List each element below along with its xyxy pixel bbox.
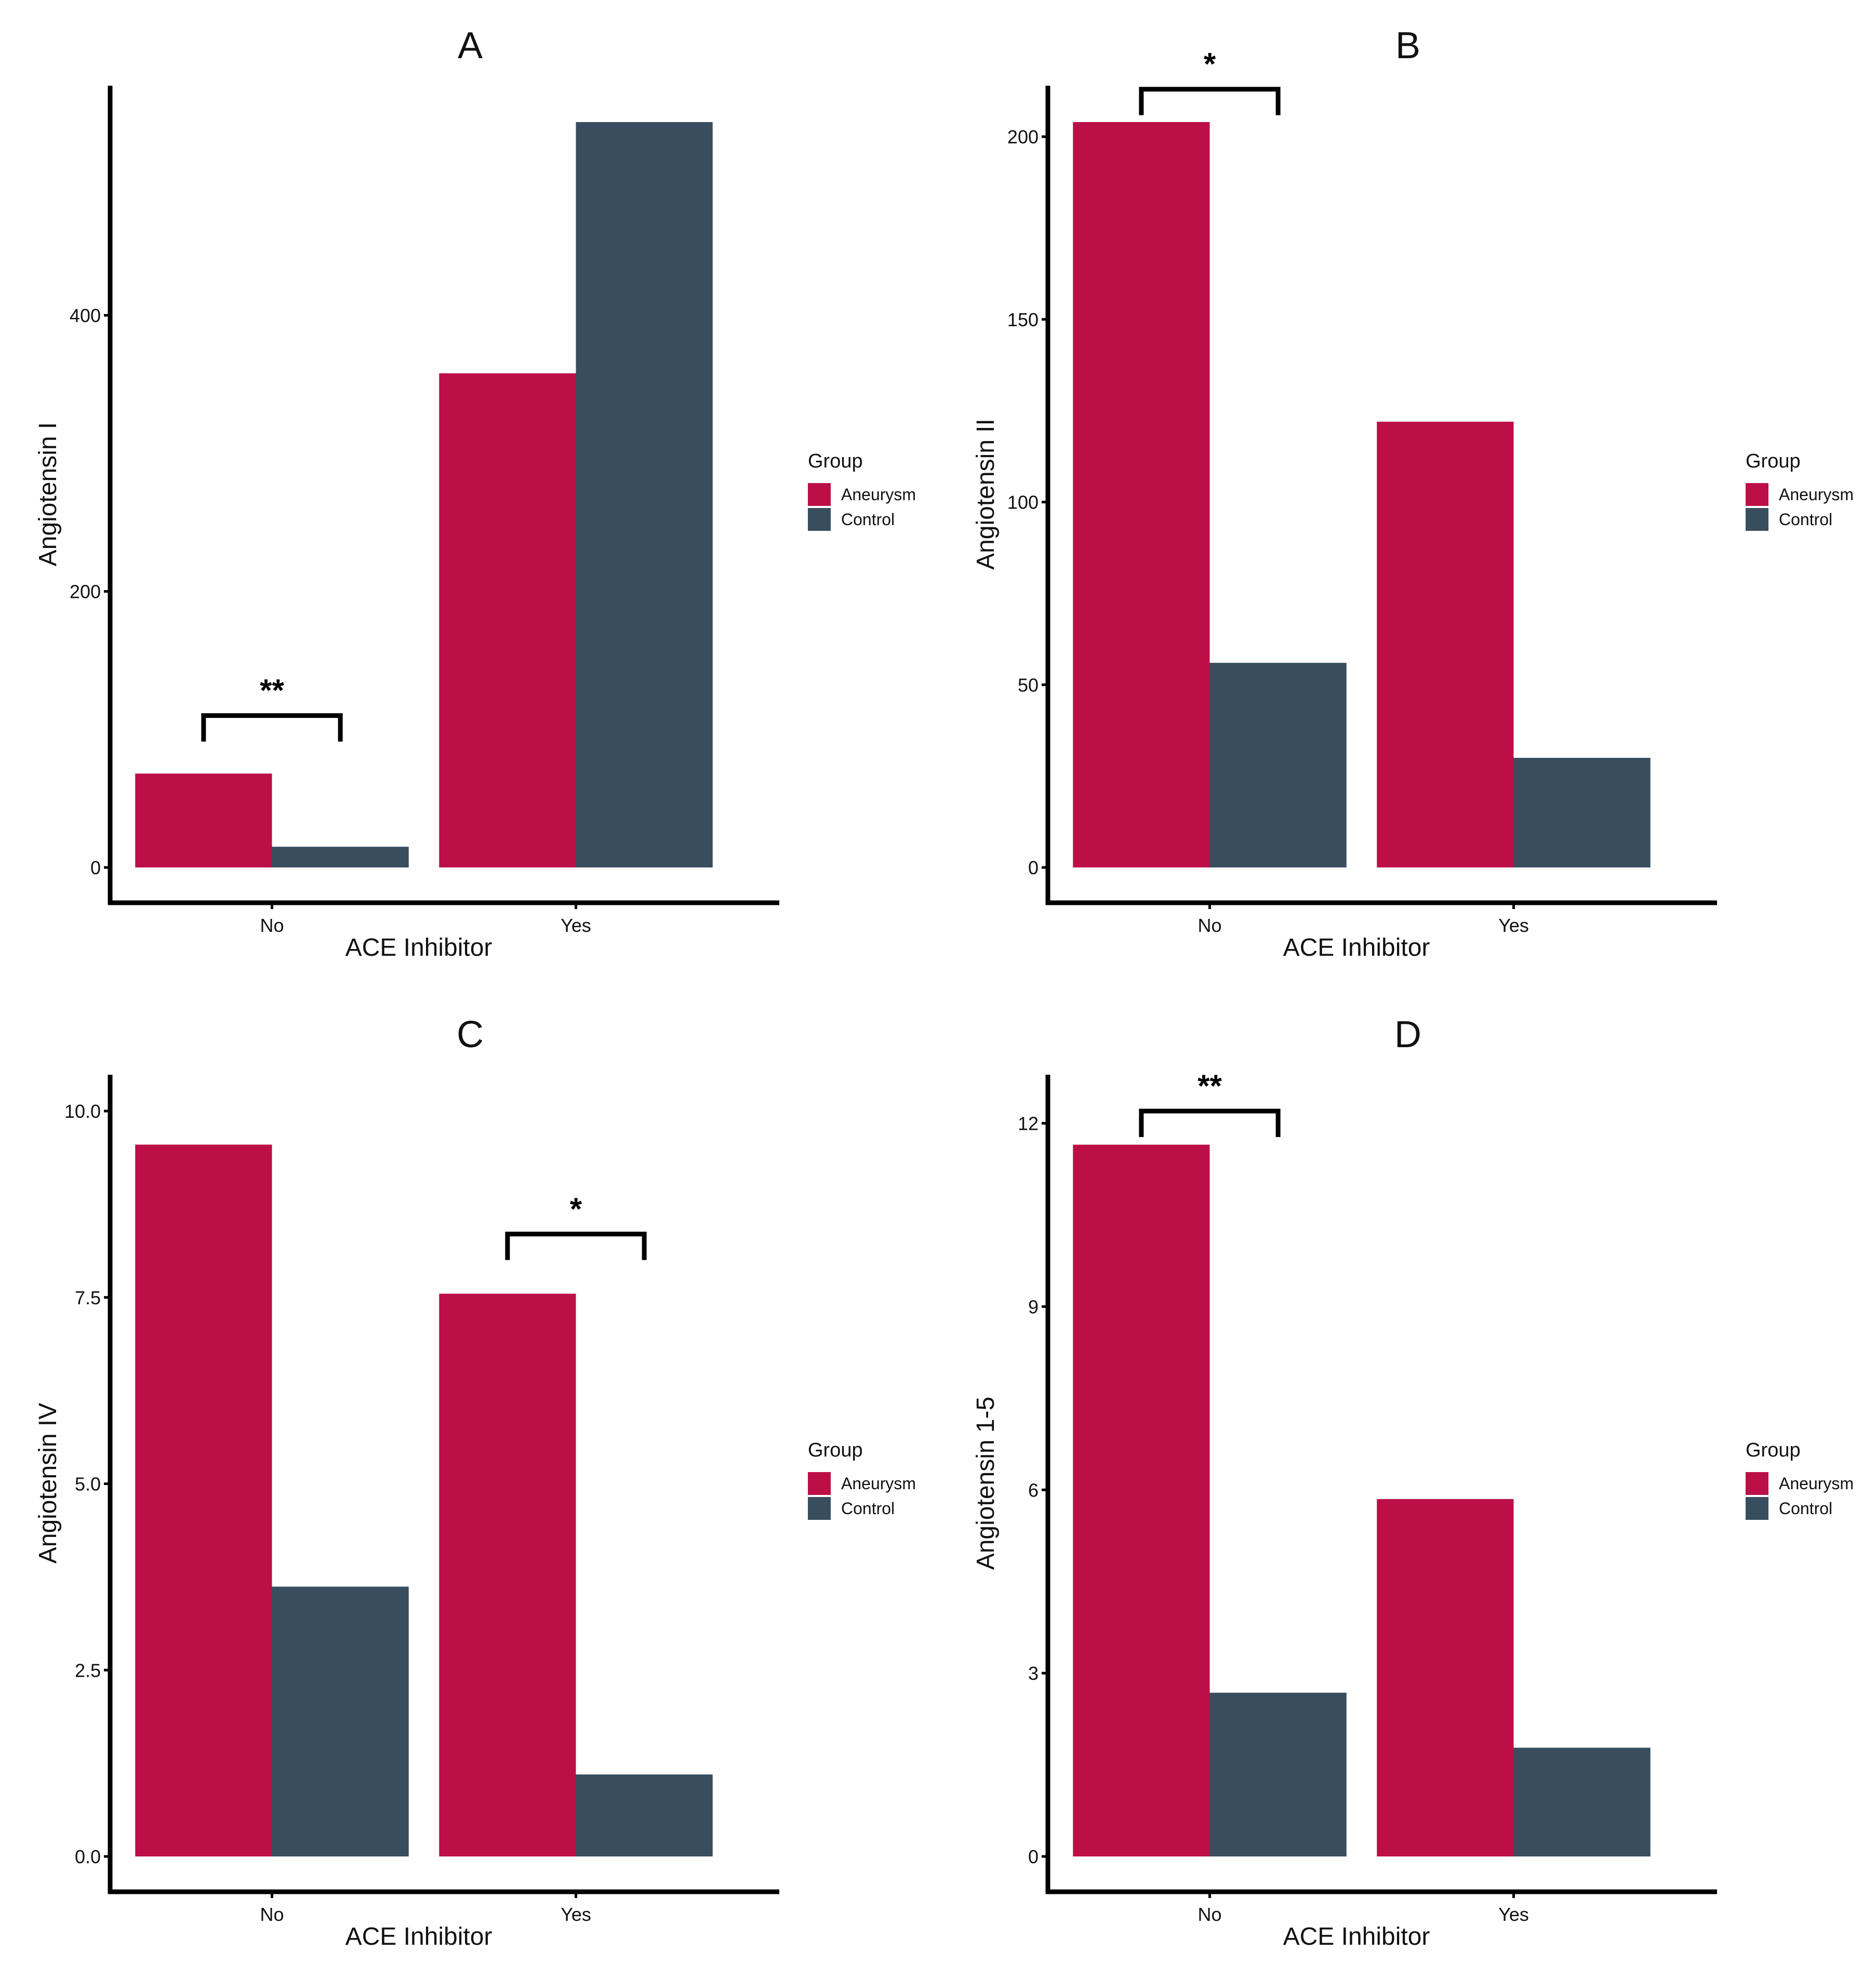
significance-label: *: [1204, 47, 1216, 82]
x-tick-label: Yes: [561, 1904, 591, 1925]
panel-letter: C: [457, 1014, 484, 1055]
y-tick-label: 150: [1007, 309, 1039, 330]
legend-swatch-aneurysm: [808, 483, 831, 506]
legend-swatch-aneurysm: [808, 1472, 831, 1495]
y-tick-label: 9: [1028, 1296, 1039, 1317]
y-tick-label: 0.0: [75, 1846, 101, 1867]
panel-d: D 0 3 6 9 12 No Yes ACE Inhibitor Angiotensin 1-5…: [938, 989, 1875, 1978]
legend-title: Group: [1746, 450, 1801, 472]
bar-aneurysm-no: [135, 773, 272, 867]
bar-control-no: [1209, 1692, 1347, 1856]
y-tick-label: 400: [70, 305, 101, 326]
bar-aneurysm-yes: [439, 373, 576, 867]
bar-control-no: [272, 847, 409, 867]
x-tick-label: No: [260, 915, 284, 936]
x-tick-label: No: [260, 1904, 284, 1925]
panel-a: A 0 200 400 No Yes ACE Inhibitor Angiotensin I *…: [0, 0, 938, 989]
panel-c: C 0.0 2.5 5.0 7.5 10.0 No Yes ACE Inhibitor Angio…: [0, 989, 938, 1978]
bar-control-yes: [576, 1774, 713, 1856]
legend-title: Group: [1746, 1439, 1801, 1461]
y-tick-label: 2.5: [75, 1660, 101, 1681]
x-tick-label: Yes: [1498, 1904, 1529, 1925]
bar-control-no: [272, 1586, 409, 1856]
panel-b: B 0 50 100 150 200 No Yes ACE Inhibitor Angiotens…: [938, 0, 1875, 989]
legend-label-control: Control: [1779, 1499, 1832, 1518]
bar-aneurysm-no: [1073, 122, 1210, 867]
y-tick-label: 200: [1007, 126, 1039, 148]
bar-control-no: [1209, 663, 1347, 867]
x-tick-label: Yes: [1498, 915, 1529, 936]
legend-label-control: Control: [841, 1499, 895, 1518]
bar-aneurysm-yes: [439, 1293, 576, 1856]
panel-letter: B: [1395, 25, 1420, 66]
significance-label: *: [570, 1192, 582, 1226]
legend-swatch-control: [808, 508, 831, 531]
bar-control-yes: [576, 122, 713, 867]
x-tick-label: Yes: [561, 915, 591, 936]
significance-label: **: [260, 673, 284, 708]
y-axis-title: Angiotensin I: [34, 422, 62, 567]
bar-control-yes: [1513, 757, 1651, 867]
y-tick-label: 0: [1028, 1846, 1039, 1867]
legend-swatch-control: [1746, 1497, 1768, 1520]
y-tick-label: 200: [70, 581, 101, 603]
significance-label: **: [1198, 1068, 1222, 1103]
y-tick-label: 5.0: [75, 1474, 101, 1495]
significance-bracket: [1139, 1108, 1281, 1137]
legend-swatch-control: [1746, 508, 1768, 531]
x-axis-title: ACE Inhibitor: [345, 934, 493, 961]
legend-label-aneurysm: Aneurysm: [1779, 485, 1854, 504]
legend-title: Group: [808, 450, 863, 472]
legend-label-control: Control: [1779, 510, 1832, 529]
significance-bracket: [505, 1232, 647, 1260]
y-tick-label: 12: [1018, 1113, 1039, 1134]
x-axis-title: ACE Inhibitor: [1283, 1923, 1430, 1950]
y-tick-label: 10.0: [64, 1101, 101, 1122]
y-axis-title: Angiotensin II: [972, 419, 1000, 570]
x-tick-label: No: [1198, 915, 1221, 936]
legend-swatch-aneurysm: [1746, 483, 1768, 506]
y-tick-label: 6: [1028, 1479, 1039, 1501]
x-axis-title: ACE Inhibitor: [1283, 934, 1430, 961]
bar-aneurysm-no: [135, 1144, 272, 1856]
bar-aneurysm-yes: [1377, 1499, 1514, 1856]
y-tick-label: 0: [1028, 857, 1039, 878]
panel-letter: D: [1394, 1014, 1421, 1055]
y-axis-title: Angiotensin 1-5: [972, 1397, 1000, 1570]
legend-swatch-aneurysm: [1746, 1472, 1768, 1495]
legend-swatch-control: [808, 1497, 831, 1520]
x-axis-title: ACE Inhibitor: [345, 1923, 493, 1950]
y-axis-title: Angiotensin IV: [34, 1403, 62, 1564]
legend-label-aneurysm: Aneurysm: [841, 485, 916, 504]
chart-c: C 0.0 2.5 5.0 7.5 10.0 No Yes ACE Inhibitor Angio…: [34, 1014, 916, 1950]
y-tick-label: 50: [1018, 674, 1039, 696]
bar-aneurysm-no: [1073, 1144, 1210, 1856]
y-tick-label: 3: [1028, 1663, 1039, 1684]
y-tick-label: 7.5: [75, 1287, 101, 1308]
y-tick-label: 0: [90, 857, 101, 878]
significance-bracket: [201, 713, 343, 742]
y-tick-label: 100: [1007, 492, 1039, 513]
chart-b: B 0 50 100 150 200 No Yes ACE Inhibitor Angiotens…: [972, 25, 1854, 961]
significance-bracket: [1139, 87, 1281, 115]
legend-label-aneurysm: Aneurysm: [841, 1474, 916, 1493]
legend-title: Group: [808, 1439, 863, 1461]
chart-d: D 0 3 6 9 12 No Yes ACE Inhibitor Angiotensin 1-5…: [972, 1014, 1854, 1950]
x-tick-label: No: [1198, 1904, 1221, 1925]
chart-a: A 0 200 400 No Yes ACE Inhibitor Angiotensin I *…: [34, 25, 916, 961]
bar-aneurysm-yes: [1377, 421, 1514, 867]
legend-label-control: Control: [841, 510, 895, 529]
panel-letter: A: [458, 25, 483, 66]
legend-label-aneurysm: Aneurysm: [1779, 1474, 1854, 1493]
bar-control-yes: [1513, 1747, 1651, 1856]
